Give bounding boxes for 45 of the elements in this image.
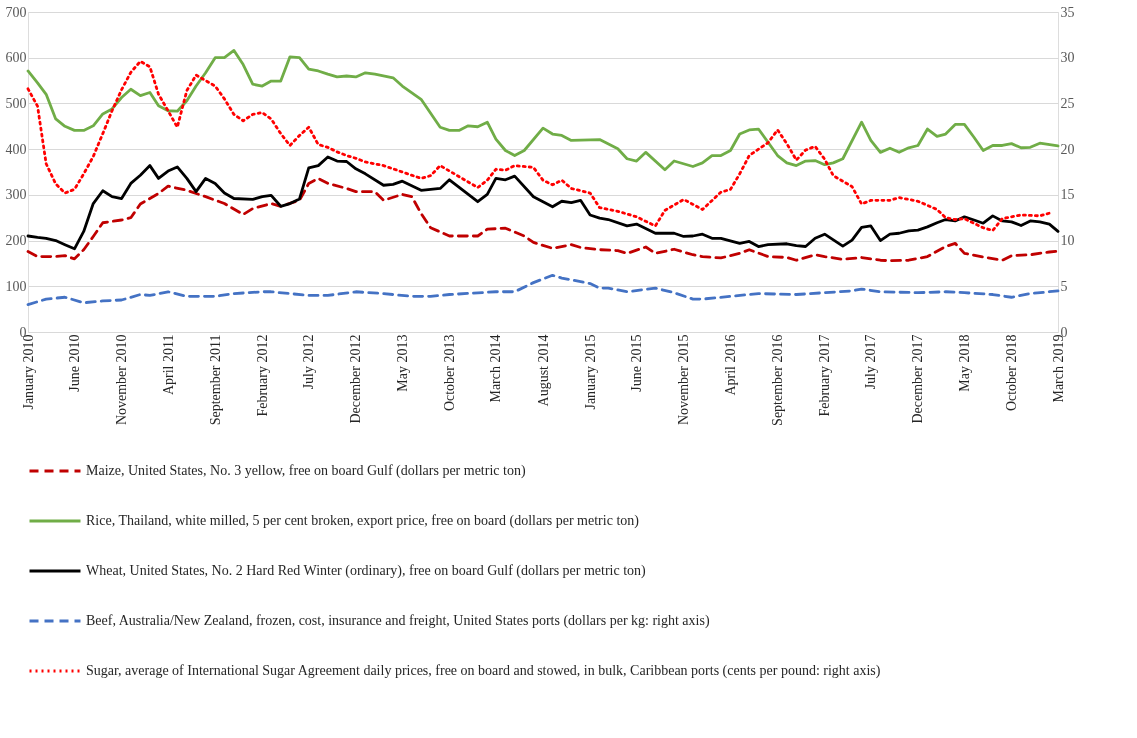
- y2-tick-label: 15: [1060, 187, 1075, 203]
- x-tick-label: February 2012: [254, 334, 270, 417]
- x-tick-label: December 2017: [910, 334, 926, 424]
- y-tick-label: 500: [5, 95, 27, 111]
- legend-label: Sugar, average of International Sugar Agreement daily prices, free on board and stowed, in bulk, Caribbean ports (cents per pound: right axis): [86, 663, 881, 679]
- y-tick-label: 700: [5, 4, 27, 20]
- x-tick-label: June 2010: [66, 334, 82, 392]
- line-series: [26, 49, 1060, 172]
- x-tick-label: December 2012: [348, 334, 364, 424]
- x-tick-label: August 2014: [535, 334, 551, 407]
- x-tick-label: September 2011: [207, 334, 223, 426]
- line-series: [26, 177, 1060, 263]
- x-tick-label: June 2015: [629, 334, 645, 392]
- legend-label: Beef, Australia/New Zealand, frozen, cost, insurance and freight, United States ports (dollars per kg: right axis): [86, 613, 710, 629]
- x-tick-label: January 2015: [582, 334, 598, 410]
- legend-label: Wheat, United States, No. 2 Hard Red Winter (ordinary), free on board Gulf (dollars per metric ton): [86, 563, 647, 579]
- y2-tick-label: 10: [1060, 233, 1075, 249]
- x-tick-label: April 2011: [160, 334, 176, 396]
- line-series: [26, 273, 1060, 306]
- legend-label: Maize, United States, No. 3 yellow, free on board Gulf (dollars per metric ton): [86, 463, 526, 479]
- y2-tick-label: 30: [1060, 50, 1075, 66]
- x-tick-label: November 2010: [114, 334, 130, 426]
- x-tick-label: September 2016: [770, 334, 786, 426]
- x-tick-label: May 2018: [956, 334, 972, 392]
- x-tick-label: April 2016: [722, 334, 738, 396]
- y-tick-label: 100: [5, 278, 27, 294]
- line-series: [26, 59, 1051, 232]
- y-tick-label: 600: [5, 50, 27, 66]
- x-tick-label: February 2017: [817, 334, 833, 417]
- y2-tick-label: 20: [1060, 141, 1075, 157]
- x-tick-label: March 2014: [488, 334, 504, 403]
- x-tick-label: July 2017: [863, 334, 879, 390]
- y2-tick-label: 25: [1060, 95, 1075, 111]
- legend-label: Rice, Thailand, white milled, 5 per cent broken, export price, free on board (dollars per metric ton): [86, 513, 640, 529]
- y-tick-label: 300: [5, 187, 27, 203]
- y2-tick-label: 5: [1060, 278, 1068, 294]
- y2-tick-label: 35: [1060, 4, 1075, 20]
- x-tick-label: October 2013: [441, 334, 457, 412]
- y-tick-label: 200: [5, 233, 27, 249]
- x-tick-label: November 2015: [676, 334, 692, 426]
- y-tick-label: 400: [5, 141, 27, 157]
- x-tick-label: October 2018: [1004, 334, 1020, 412]
- line-series: [26, 155, 1060, 251]
- x-tick-label: July 2012: [301, 334, 317, 390]
- x-tick-label: May 2013: [394, 334, 410, 392]
